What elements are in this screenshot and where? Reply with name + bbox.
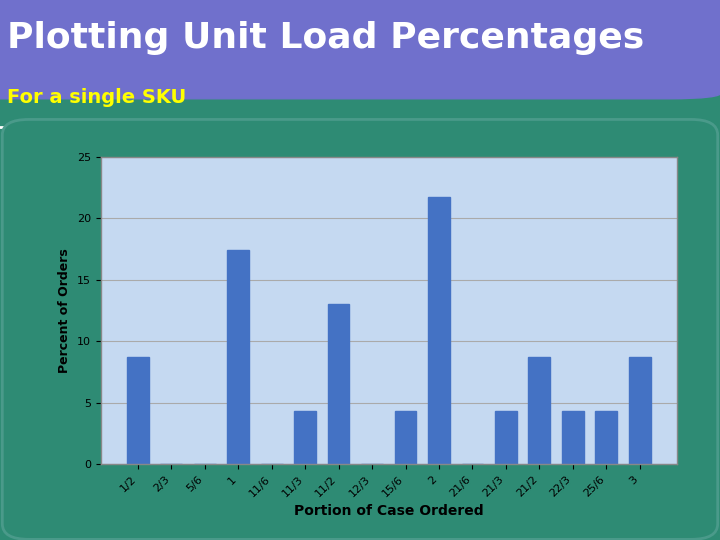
Bar <box>629 357 651 464</box>
Bar <box>595 411 617 464</box>
Bar <box>395 411 416 464</box>
Bar <box>127 357 149 464</box>
Bar <box>495 411 517 464</box>
X-axis label: Portion of Case Ordered: Portion of Case Ordered <box>294 504 484 518</box>
Bar <box>228 250 249 464</box>
Bar <box>294 411 316 464</box>
Bar <box>528 357 550 464</box>
Y-axis label: Percent of Orders: Percent of Orders <box>58 248 71 373</box>
Text: For a single SKU: For a single SKU <box>7 88 186 107</box>
Text: Plotting Unit Load Percentages: Plotting Unit Load Percentages <box>6 21 644 55</box>
FancyBboxPatch shape <box>0 0 720 99</box>
Bar <box>328 305 349 464</box>
Bar <box>562 411 584 464</box>
Bar <box>428 197 450 464</box>
FancyBboxPatch shape <box>2 119 718 539</box>
